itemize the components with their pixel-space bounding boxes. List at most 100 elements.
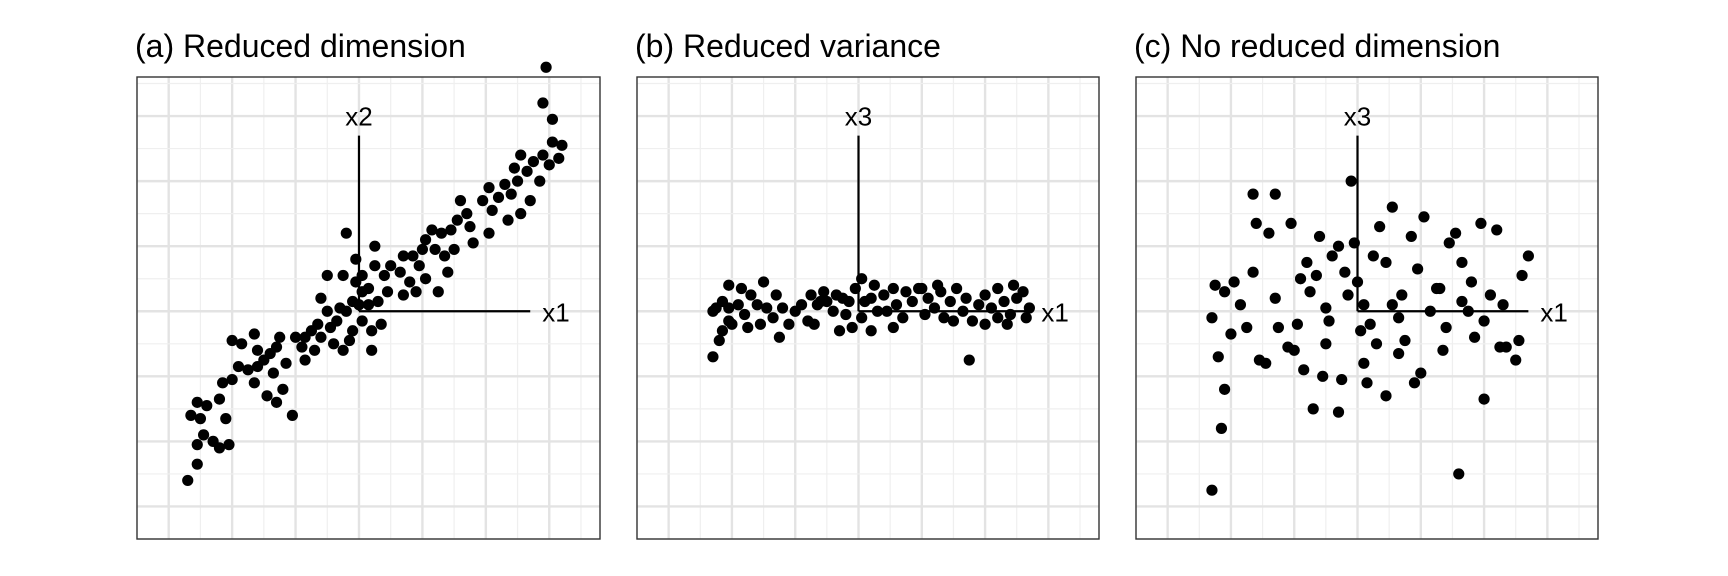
data-point — [868, 279, 880, 291]
data-point — [1020, 312, 1032, 324]
data-point — [369, 240, 381, 252]
data-point — [270, 396, 283, 408]
data-point — [887, 321, 899, 334]
data-point — [1497, 299, 1509, 311]
data-point — [321, 305, 333, 317]
points — [1206, 175, 1534, 496]
panel-2: (b) Reduced variance x1 x3 — [635, 28, 1100, 540]
data-point — [897, 312, 909, 324]
data-point — [726, 318, 738, 330]
data-point — [1313, 230, 1326, 243]
data-point — [356, 269, 368, 282]
data-point — [362, 299, 375, 311]
data-point — [922, 292, 934, 304]
data-point — [366, 325, 378, 337]
data-point — [846, 321, 858, 334]
data-point — [960, 292, 972, 304]
data-point — [477, 195, 489, 207]
data-point — [1393, 347, 1405, 360]
data-point — [315, 292, 327, 304]
data-point — [1475, 217, 1487, 230]
data-point — [738, 308, 751, 321]
data-point — [1418, 211, 1430, 223]
data-point — [1250, 217, 1262, 230]
data-point — [906, 295, 918, 308]
data-point — [1206, 312, 1218, 324]
data-point — [197, 429, 210, 441]
data-point — [947, 315, 960, 327]
data-point — [944, 295, 956, 308]
data-point — [242, 364, 254, 376]
data-point — [1386, 299, 1398, 311]
data-point — [534, 175, 546, 187]
data-point — [932, 279, 944, 291]
data-point — [992, 282, 1004, 295]
data-point — [350, 253, 362, 265]
data-point — [305, 325, 318, 337]
data-point — [1206, 484, 1218, 496]
data-point — [429, 243, 441, 256]
data-point — [483, 182, 495, 194]
data-point — [340, 305, 352, 317]
panel-frame — [636, 76, 1100, 540]
data-point — [1247, 188, 1259, 200]
data-point — [191, 439, 203, 451]
data-point — [524, 195, 536, 207]
data-point — [1260, 357, 1272, 369]
data-point — [1294, 273, 1307, 285]
data-point — [1017, 286, 1029, 298]
data-point — [185, 409, 197, 421]
data-point — [833, 325, 846, 337]
data-point — [890, 299, 903, 311]
data-point — [356, 286, 368, 298]
data-point — [499, 178, 511, 190]
data-point — [878, 289, 890, 301]
data-point — [1307, 403, 1319, 415]
data-point — [843, 295, 855, 308]
data-point — [381, 286, 394, 298]
data-point — [938, 312, 950, 324]
data-point — [973, 299, 985, 311]
data-point — [1219, 286, 1231, 298]
data-point — [1225, 328, 1237, 340]
data-point — [220, 413, 232, 425]
data-point — [527, 155, 540, 168]
data-point — [556, 139, 568, 151]
data-point — [182, 474, 194, 487]
data-point — [1513, 334, 1525, 347]
data-point — [900, 286, 912, 298]
data-point — [1456, 295, 1468, 308]
data-point — [1412, 263, 1424, 275]
data-point — [773, 331, 785, 343]
data-point — [505, 188, 517, 200]
data-point — [511, 175, 524, 187]
data-point — [448, 243, 460, 256]
y-axis-label: x2 — [345, 102, 372, 132]
data-point — [442, 266, 454, 278]
data-point — [805, 289, 817, 301]
data-point — [321, 269, 333, 282]
y-axis-label: x3 — [1344, 102, 1371, 132]
data-point — [818, 286, 830, 298]
data-point — [213, 393, 226, 405]
data-point — [537, 149, 549, 161]
data-point — [397, 250, 409, 262]
data-point — [308, 344, 321, 356]
data-point — [881, 305, 893, 317]
data-point — [1510, 354, 1522, 366]
x-axis-label: x1 — [1041, 297, 1068, 327]
data-point — [299, 354, 311, 366]
data-point — [1269, 292, 1281, 304]
data-point — [1310, 269, 1322, 282]
data-point — [1241, 321, 1253, 334]
panel-title: (b) Reduced variance — [635, 28, 941, 64]
data-point — [1522, 250, 1534, 262]
data-point — [1405, 230, 1417, 243]
data-point — [754, 318, 767, 330]
data-point — [483, 227, 495, 239]
panel-title: (c) No reduced dimension — [1134, 28, 1500, 64]
data-point — [1323, 315, 1335, 327]
data-point — [343, 334, 356, 347]
data-point — [1380, 256, 1392, 269]
panel-frame — [1135, 76, 1599, 540]
